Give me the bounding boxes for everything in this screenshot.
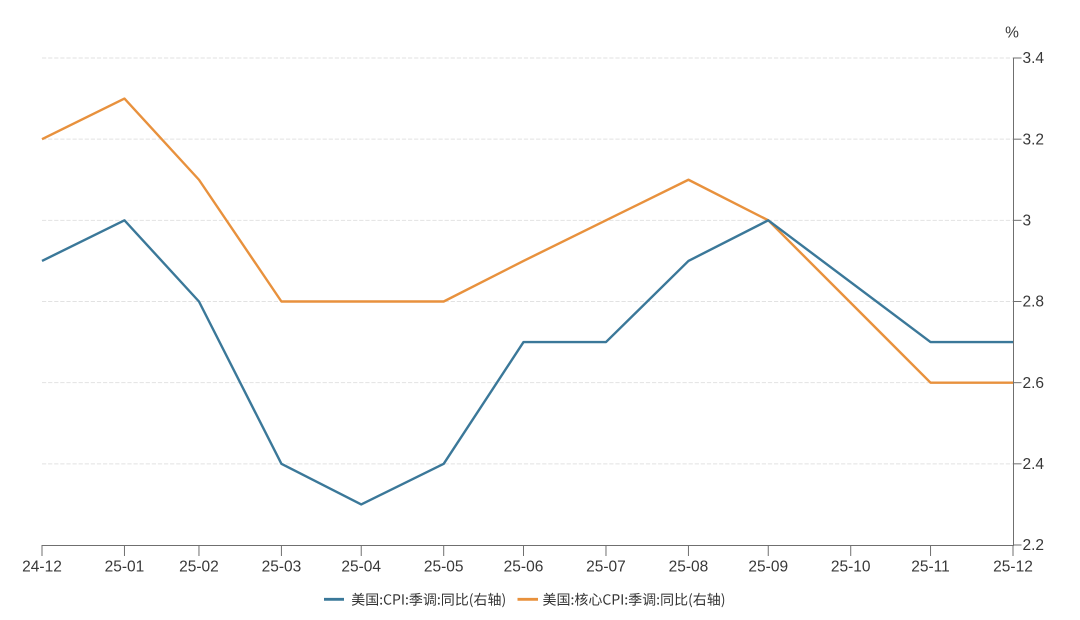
svg-text:25-03: 25-03 [262,559,302,576]
svg-text:25-05: 25-05 [424,559,464,576]
svg-text:2.8: 2.8 [1023,294,1045,311]
svg-text:25-08: 25-08 [669,559,709,576]
svg-text:%: % [1005,25,1019,42]
svg-text:25-01: 25-01 [105,559,145,576]
svg-text:25-07: 25-07 [586,559,626,576]
svg-text:25-06: 25-06 [504,559,544,576]
svg-text:25-09: 25-09 [748,559,788,576]
svg-text:2.2: 2.2 [1023,537,1045,554]
svg-text:3: 3 [1023,213,1032,230]
svg-text:25-02: 25-02 [179,559,219,576]
svg-text:25-10: 25-10 [831,559,871,576]
svg-text:25-11: 25-11 [911,559,950,576]
svg-text:25-12: 25-12 [993,559,1033,576]
svg-text:24-12: 24-12 [22,559,62,576]
svg-text:2.4: 2.4 [1023,456,1045,473]
svg-text:3.2: 3.2 [1023,131,1045,148]
svg-text:2.6: 2.6 [1023,375,1045,392]
svg-text:25-04: 25-04 [341,559,381,576]
svg-text:3.4: 3.4 [1023,50,1045,67]
